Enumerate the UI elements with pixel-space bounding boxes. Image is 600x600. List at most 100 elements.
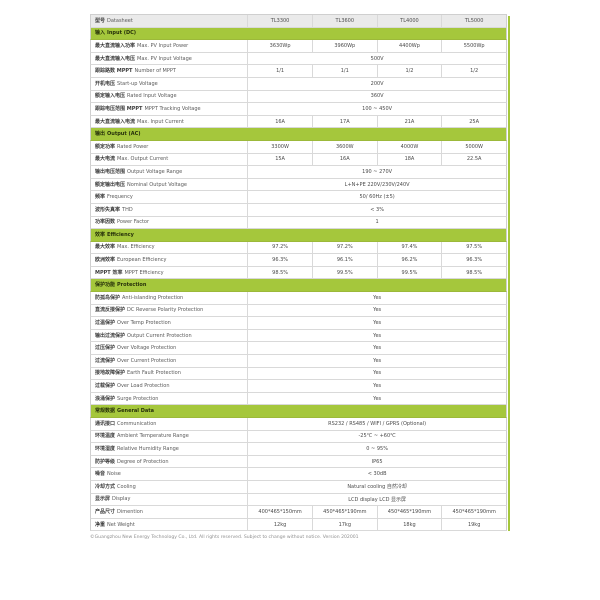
label-en: MPPT Tracking Voltage <box>144 105 201 112</box>
label-en: Cooling <box>117 483 136 490</box>
spec-value-cell: 22.5A <box>441 153 506 166</box>
label-en: Noise <box>107 471 121 478</box>
spec-value-cell: 200V <box>247 77 506 90</box>
table-row: 最大效率 Max. Efficiency 97.2% 97.2% 97.4% 97.5% <box>90 241 507 255</box>
label-en: European Efficiency <box>117 257 167 264</box>
spec-label-cell: 过载保护 Over Load Protection <box>91 380 247 392</box>
spec-label-cell: 额定输出电压 Nominal Output Voltage <box>91 179 247 191</box>
spec-value-cell: 50/ 60Hz (±5) <box>247 191 506 203</box>
section-header-row: 保护功能 Protection <box>90 279 507 293</box>
label-en: Over Load Protection <box>117 383 170 390</box>
spec-label-cell: 过流保护 Over Current Protection <box>91 355 247 367</box>
spec-label-cell: 输出过流保护 Output Current Protection <box>91 330 247 342</box>
table-row: 接地故障保护 Earth Fault Protection Yes <box>90 367 507 381</box>
spec-value-cell: 98.5% <box>247 266 312 279</box>
label-en: Output Current Protection <box>127 332 192 339</box>
table-row: 开机电压 Start-up Voltage 200V <box>90 77 507 91</box>
label-en: THD <box>122 206 133 213</box>
table-row: 防护等级 Degree of Protection IP65 <box>90 455 507 469</box>
label-en: Rated Input Voltage <box>127 93 177 100</box>
table-row: 输出电压范围 Output Voltage Range 190 ~ 270V <box>90 166 507 179</box>
spec-value-cell: 16A <box>247 115 312 128</box>
spec-value-cell: 450*465*190mm <box>376 506 442 518</box>
table-row: 产品尺寸 Dimention 400*465*150mm 450*465*190mm 4… <box>90 506 507 519</box>
section-title-en: Protection <box>117 282 147 289</box>
spec-label-cell: 额定功率 Rated Power <box>91 141 247 153</box>
model-header-cell: TL3300 <box>247 15 312 27</box>
model-header-cell: TL4000 <box>376 15 442 27</box>
label-zh: 波形失真率 <box>95 206 121 213</box>
table-row: 显示屏 Display LCD display LCD 显示屏 <box>90 493 507 507</box>
label-zh: 净重 <box>95 521 106 528</box>
spec-label-cell: 最大直流输入电流 Max. Input Current <box>91 116 247 128</box>
label-zh: 过流保护 <box>95 357 116 364</box>
spec-value-cell: 19kg <box>441 518 506 531</box>
label-en: Surge Protection <box>117 395 159 402</box>
table-row: 最大电流 Max. Output Current 15A 16A 18A 22.5A <box>90 153 507 167</box>
table-row: 过温保护 Over Temp Protection Yes <box>90 317 507 330</box>
model-header-row: 型号 Datasheet TL3300 TL3600 TL4000 TL5000 <box>90 15 507 28</box>
section-header-row: 常规数据 General Data <box>90 405 507 418</box>
label-zh: 最大直流输入功率 <box>95 42 136 49</box>
label-en: DC Reverse Polarity Protection <box>127 307 204 314</box>
spec-value-cell: 1/2 <box>441 65 506 77</box>
table-accent-bar <box>508 16 510 531</box>
section-title: 输出 Output (AC) <box>91 128 506 140</box>
spec-value-cell: 18kg <box>376 518 442 531</box>
table-row: 最大直流输入电流 Max. Input Current 16A 17A 21A 25A <box>90 115 507 129</box>
spec-value-cell: L+N+PE 220V/230V/240V <box>247 178 506 191</box>
spec-value-cell: 96.2% <box>376 254 442 266</box>
label-en: Datasheet <box>107 17 133 24</box>
label-zh: 欧洲效率 <box>95 257 116 264</box>
spec-value-cell: 5500Wp <box>441 40 506 52</box>
label-en: Rated Power <box>117 143 149 150</box>
spec-value-cell: 96.3% <box>441 254 506 266</box>
spec-value-cell: LCD display LCD 显示屏 <box>247 493 506 506</box>
section-title-zh: 输出 <box>95 131 106 138</box>
spec-label-cell: 防护等级 Degree of Protection <box>91 456 247 468</box>
spec-value-cell: 17A <box>311 115 377 128</box>
table-row: 噪音 Noise < 30dB <box>90 468 507 481</box>
spec-value-cell: 99.5% <box>311 266 377 279</box>
spec-label-cell: 通讯接口 Communication <box>91 418 247 430</box>
label-en: Degree of Protection <box>117 458 169 465</box>
label-zh: 防孤岛保护 <box>95 294 121 301</box>
spec-value-cell: 1/2 <box>376 65 442 77</box>
spec-value-cell: 3600W <box>311 140 377 153</box>
spec-value-cell: 4000W <box>376 140 442 153</box>
label-zh: 环境温度 <box>95 433 116 440</box>
spec-value-cell: Yes <box>247 342 506 355</box>
label-zh: 通讯接口 <box>95 420 116 427</box>
section-header-row: 效率 Efficiency <box>90 229 507 242</box>
table-row: 额定输入电压 Rated Input Voltage 360V <box>90 90 507 104</box>
spec-label-cell: 过温保护 Over Temp Protection <box>91 317 247 329</box>
spec-value-cell: 360V <box>247 90 506 103</box>
spec-value-cell: Yes <box>247 355 506 367</box>
label-zh: 直流反接保护 <box>95 307 126 314</box>
label-zh: 开机电压 <box>95 80 116 87</box>
label-zh: 浪涌保护 <box>95 395 116 402</box>
spec-label-cell: 额定输入电压 Rated Input Voltage <box>91 91 247 103</box>
spec-value-cell: 5000W <box>441 140 506 153</box>
label-en: MPPT Efficiency <box>124 269 164 276</box>
label-zh: 噪音 <box>95 471 106 478</box>
section-title: 常规数据 General Data <box>91 405 506 417</box>
spec-label-cell: 最大直流输入电压 Max. PV Input Voltage <box>91 53 247 65</box>
table-row: 冷却方式 Cooling Natural cooling 自然冷却 <box>90 480 507 494</box>
spec-value-cell: 1/1 <box>247 65 312 77</box>
spec-value-cell: Natural cooling 自然冷却 <box>247 480 506 493</box>
model-header-cell: TL3600 <box>311 15 377 27</box>
table-row: 最大直流输入功率 Max. PV Input Power 3630Wp 3960Wp 4… <box>90 40 507 53</box>
table-row: 过流保护 Over Current Protection Yes <box>90 355 507 368</box>
table-row: 波形失真率 THD < 3% <box>90 203 507 217</box>
label-zh: 过温保护 <box>95 320 116 327</box>
label-en: Frequency <box>107 194 133 201</box>
spec-value-cell: 3960Wp <box>311 40 377 52</box>
spec-value-cell: RS232 / RS485 / WIFI / GPRS (Optional) <box>247 418 506 430</box>
label-en: Number of MPPT <box>134 68 176 75</box>
model-header-cell: TL5000 <box>441 15 506 27</box>
spec-value-cell: 16A <box>311 153 377 166</box>
table-row: 过压保护 Over Voltage Protection Yes <box>90 342 507 356</box>
section-title-en: General Data <box>117 408 155 415</box>
label-zh: 额定输入电压 <box>95 93 126 100</box>
